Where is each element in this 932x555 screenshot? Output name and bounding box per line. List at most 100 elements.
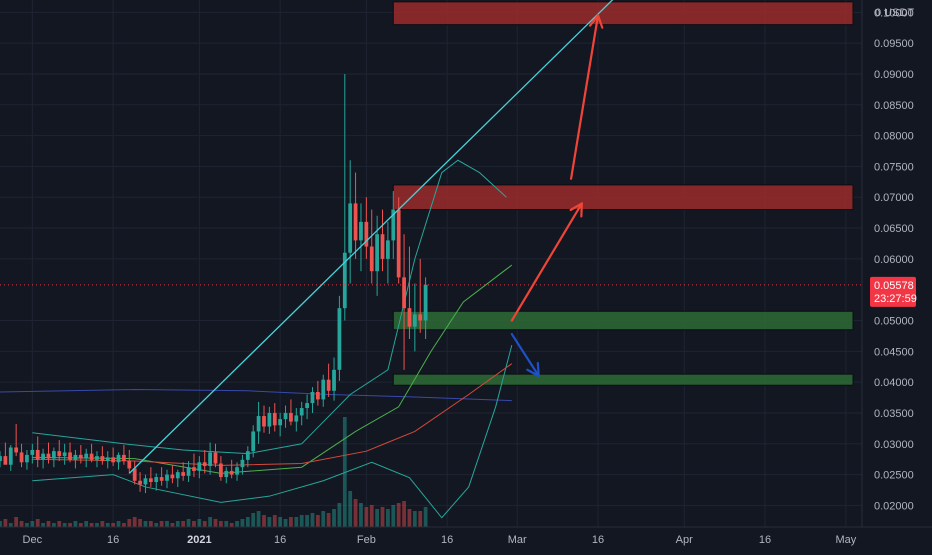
price-tick-label[interactable]: 0.05000 bbox=[874, 316, 914, 328]
bollinger-upper-line bbox=[32, 159, 507, 455]
candle-body bbox=[418, 314, 423, 321]
volume-bar bbox=[14, 517, 19, 527]
candle-body bbox=[30, 449, 35, 455]
time-axis[interactable]: Dec 16 2021 16 Feb 16 Mar 16 Apr 16 May bbox=[23, 534, 857, 546]
volume-bar bbox=[348, 491, 353, 527]
candle-body bbox=[62, 452, 67, 457]
volume-bar bbox=[111, 523, 116, 527]
volume-bar bbox=[159, 521, 164, 527]
price-tick-label[interactable]: 0.08500 bbox=[874, 100, 914, 112]
candle-body bbox=[402, 277, 406, 309]
volume-bar bbox=[127, 519, 132, 527]
candle-body bbox=[57, 451, 62, 457]
price-zones[interactable] bbox=[392, 1, 854, 386]
time-tick-label[interactable]: 2021 bbox=[187, 534, 211, 546]
volume-bar bbox=[181, 521, 186, 527]
volume-bar bbox=[235, 521, 239, 527]
candles bbox=[0, 73, 428, 494]
volume-bar bbox=[375, 509, 380, 527]
volume-bar bbox=[68, 523, 72, 527]
candle-body bbox=[8, 447, 13, 465]
time-tick-label[interactable]: Feb bbox=[357, 534, 376, 546]
price-tick-label[interactable]: 0.09500 bbox=[874, 38, 914, 50]
volume-bar bbox=[267, 517, 272, 527]
candle-body bbox=[116, 454, 121, 463]
arrow-shaft bbox=[510, 202, 583, 322]
volume-bar bbox=[294, 517, 299, 527]
volume-bar bbox=[95, 523, 99, 527]
price-tick-label[interactable]: 0.06000 bbox=[874, 254, 914, 266]
price-axis[interactable]: 0.10000 0.09500 0.09000 0.08500 0.08000 0.075… bbox=[874, 7, 914, 512]
time-tick-label[interactable]: 16 bbox=[759, 534, 771, 546]
candle-body bbox=[235, 467, 239, 475]
volume-bar bbox=[359, 503, 363, 527]
indicator-lines bbox=[0, 159, 513, 519]
price-tick-label[interactable]: 0.10000 bbox=[874, 7, 914, 19]
time-tick-label[interactable]: 16 bbox=[592, 534, 604, 546]
volume-bar bbox=[51, 523, 56, 527]
time-tick-label[interactable]: May bbox=[835, 534, 856, 546]
volume-bar bbox=[342, 417, 347, 527]
candle-body bbox=[359, 221, 363, 241]
volume-bar bbox=[41, 523, 45, 527]
price-tick-label[interactable]: 0.08000 bbox=[874, 131, 914, 143]
price-tick-label[interactable]: 0.09000 bbox=[874, 69, 914, 81]
arrow-shaft bbox=[569, 14, 600, 180]
candle-body bbox=[181, 472, 186, 476]
candle-body bbox=[342, 252, 347, 309]
volume-bars bbox=[0, 417, 428, 527]
price-axis-bg bbox=[862, 0, 932, 550]
volume-bar bbox=[353, 499, 358, 527]
volume-bar bbox=[289, 517, 293, 527]
bollinger-lower-line bbox=[32, 345, 513, 519]
volume-bar bbox=[132, 517, 137, 527]
price-tick-label[interactable]: 0.03000 bbox=[874, 439, 914, 451]
ma-red-line bbox=[32, 363, 513, 466]
resistance-zone bbox=[392, 1, 854, 26]
volume-bar bbox=[0, 521, 2, 527]
price-tick-label[interactable]: 0.06500 bbox=[874, 223, 914, 235]
currency-label[interactable]: 0 USDT bbox=[875, 7, 914, 19]
candle-body bbox=[14, 447, 19, 453]
candle-body bbox=[192, 467, 196, 471]
volume-bar bbox=[418, 511, 423, 527]
price-tick-label[interactable]: 0.02000 bbox=[874, 500, 914, 512]
time-tick-label[interactable]: Dec bbox=[23, 534, 43, 546]
volume-bar bbox=[8, 523, 13, 527]
drawings[interactable] bbox=[128, 0, 662, 474]
candle-body bbox=[353, 203, 358, 241]
time-tick-label[interactable]: Mar bbox=[508, 534, 527, 546]
volume-bar bbox=[369, 505, 374, 527]
time-tick-label[interactable]: 16 bbox=[107, 534, 119, 546]
candle-body bbox=[391, 209, 396, 241]
volume-bar bbox=[278, 517, 283, 527]
price-tick-label[interactable]: 0.04000 bbox=[874, 377, 914, 389]
candle-body bbox=[138, 480, 142, 485]
volume-bar bbox=[154, 523, 159, 527]
candle-body bbox=[95, 456, 99, 460]
price-tick-label[interactable]: 0.07500 bbox=[874, 161, 914, 173]
candle-body bbox=[186, 467, 191, 476]
time-tick-label[interactable]: 16 bbox=[441, 534, 453, 546]
candle-body bbox=[326, 379, 331, 391]
volume-bar bbox=[73, 521, 78, 527]
candle-body bbox=[294, 415, 299, 422]
price-tick-label[interactable]: 0.07000 bbox=[874, 192, 914, 204]
volume-bar bbox=[412, 511, 417, 527]
price-tick-label[interactable]: 0.03500 bbox=[874, 408, 914, 420]
time-tick-label[interactable]: Apr bbox=[676, 534, 693, 546]
candle-body bbox=[159, 477, 164, 481]
volume-bar bbox=[219, 521, 223, 527]
volume-bar bbox=[229, 523, 234, 527]
price-tick-label[interactable]: 0.02500 bbox=[874, 470, 914, 482]
price-badge-bg bbox=[870, 276, 916, 307]
candle-body bbox=[175, 472, 180, 479]
candle-body bbox=[396, 209, 401, 278]
candle-body bbox=[46, 453, 51, 459]
price-tick-label[interactable]: 0.04500 bbox=[874, 346, 914, 358]
time-tick-label[interactable]: 16 bbox=[274, 534, 286, 546]
volume-bar bbox=[251, 513, 256, 527]
candle-body bbox=[213, 452, 218, 464]
